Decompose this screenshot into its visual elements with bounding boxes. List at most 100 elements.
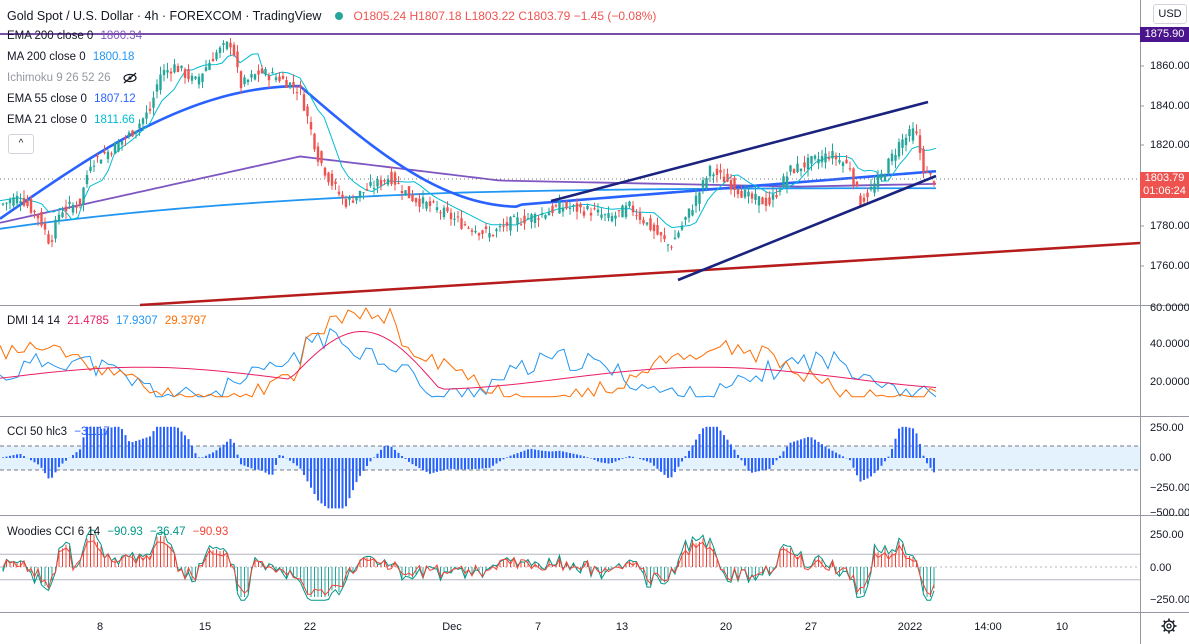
candle-body [778, 190, 782, 192]
dmi-minus-line [0, 306, 937, 398]
candle-body [663, 235, 666, 240]
candle-body [92, 165, 96, 167]
price-axis-label: 1840.00 [1150, 100, 1189, 112]
candle-body [866, 192, 869, 198]
candle-body [33, 210, 36, 213]
candle-body [78, 198, 82, 206]
candle-body [379, 180, 383, 186]
candle-body [362, 192, 365, 194]
candle-body [701, 180, 705, 188]
candle-body [288, 82, 292, 87]
candle-body [152, 97, 155, 108]
candle-body [253, 74, 257, 80]
candle-body [638, 212, 642, 220]
candle-body [498, 226, 502, 228]
candle-body [481, 230, 484, 234]
candle-body [782, 176, 785, 188]
candle-body [411, 194, 414, 202]
candle-body [439, 212, 442, 214]
legend-ema200[interactable]: EMA 200 close 0 1800.34 [7, 30, 143, 42]
candle-body [712, 174, 715, 177]
candle-body [568, 207, 572, 209]
candle-body [99, 159, 103, 164]
candle-body [582, 211, 586, 216]
symbol-title[interactable]: Gold Spot / U.S. Dollar · 4h · FOREXCOM … [7, 9, 322, 23]
candle-body [456, 216, 460, 218]
adx-line [0, 331, 937, 390]
legend-ichimoku[interactable]: Ichimoku 9 26 52 26 [7, 70, 138, 86]
candle-body [929, 172, 932, 175]
candle-body [344, 199, 348, 207]
legend-ma200[interactable]: MA 200 close 0 1800.18 [7, 51, 135, 63]
candle-body [841, 162, 845, 167]
gear-icon[interactable] [1161, 618, 1177, 634]
candle-body [323, 167, 327, 176]
time-axis-label: 22 [303, 621, 317, 633]
candle-body [670, 246, 673, 248]
candle-body [127, 132, 131, 137]
dmi-legend[interactable]: DMI 14 14 21.4785 17.9307 29.3797 [7, 315, 207, 327]
candle-body [771, 194, 775, 200]
candle-body [278, 76, 281, 82]
time-axis-label: 15 [198, 621, 212, 633]
cci-legend[interactable]: CCI 50 hlc3 −31.17 [7, 426, 110, 438]
candle-body [215, 52, 218, 60]
candle-body [596, 209, 600, 213]
candle-body [824, 153, 827, 163]
candle-body [750, 193, 754, 199]
candle-body [71, 204, 75, 213]
candle-body [894, 154, 897, 161]
candle-body [302, 94, 306, 111]
candle-body [327, 172, 330, 183]
candle-body [246, 79, 250, 83]
candle-body [351, 200, 355, 203]
candle-body [677, 232, 680, 238]
candle-body [428, 201, 432, 206]
cci-axis-label: −500.00 [1150, 507, 1189, 519]
legend-ema55[interactable]: EMA 55 close 0 1807.12 [7, 93, 136, 105]
hidden-eye-icon[interactable] [122, 72, 138, 84]
currency-button[interactable]: USD [1153, 4, 1187, 24]
ema21-line [0, 53, 937, 229]
woodies-legend[interactable]: Woodies CCI 6 14 −90.93 −36.47 −90.93 [7, 526, 229, 538]
woodies-turbo-line [2, 540, 935, 596]
candle-body [341, 194, 344, 198]
candle-body [659, 232, 663, 236]
candle-body [75, 206, 78, 208]
candle-body [600, 214, 603, 218]
candle-body [295, 92, 299, 94]
candle-body [488, 233, 491, 238]
collapse-legend-button[interactable]: ^ [8, 134, 34, 154]
candle-body [61, 212, 64, 218]
candle-body [274, 77, 278, 80]
candle-body [316, 146, 320, 162]
candle-body [491, 234, 495, 237]
candle-body [145, 112, 148, 119]
candle-body [176, 65, 180, 73]
chart-header: Gold Spot / U.S. Dollar · 4h · FOREXCOM … [7, 7, 656, 25]
candle-body [792, 169, 796, 174]
candle-body [652, 224, 656, 232]
candle-body [64, 206, 68, 212]
candle-body [442, 207, 446, 218]
candle-body [376, 179, 379, 187]
candle-body [530, 214, 533, 223]
candle-body [593, 208, 596, 210]
candle-body [806, 157, 810, 170]
candle-body [540, 213, 544, 215]
candle-body [915, 131, 918, 134]
candle-body [141, 118, 145, 124]
candle-body [911, 128, 915, 141]
candle-body [68, 201, 71, 204]
candle-body [666, 244, 670, 246]
candle-body [834, 155, 838, 160]
candle-body [789, 165, 792, 172]
candle-body [124, 137, 127, 139]
candle-body [148, 108, 152, 111]
candle-body [656, 225, 659, 235]
candle-body [22, 197, 26, 206]
candle-body [334, 181, 337, 184]
legend-ema21[interactable]: EMA 21 close 0 1811.66 [7, 114, 135, 126]
candle-body [159, 74, 162, 91]
